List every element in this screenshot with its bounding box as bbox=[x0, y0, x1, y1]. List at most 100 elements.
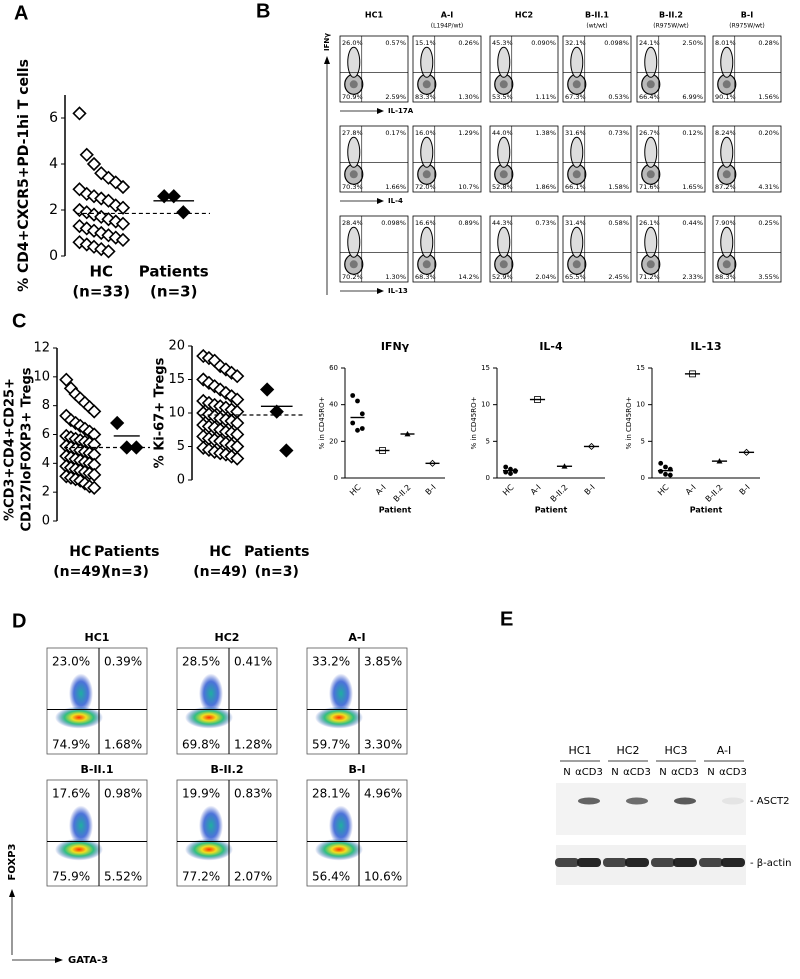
plot-title: HC2 bbox=[215, 631, 240, 644]
y-axis-label: % CD4+CXCR5+PD-1hi T cells bbox=[16, 59, 32, 292]
quadrant-value: 32.1% bbox=[565, 39, 586, 47]
quadrant-value: 2.04% bbox=[535, 273, 556, 281]
data-point bbox=[72, 106, 87, 121]
lane-label: N bbox=[611, 767, 618, 778]
quadrant-value: 1.65% bbox=[682, 183, 703, 191]
contour bbox=[644, 226, 658, 258]
quadrant-value: 70.3% bbox=[342, 183, 363, 191]
column-subtitle: (L194P/wt) bbox=[431, 23, 463, 30]
contour bbox=[349, 170, 358, 179]
quadrant-value: 67.3% bbox=[565, 93, 586, 101]
data-point bbox=[115, 179, 131, 195]
band bbox=[673, 858, 697, 867]
quadrant-value: 66.4% bbox=[639, 93, 660, 101]
group-label: HC3 bbox=[665, 744, 688, 757]
quadrant-value: 56.4% bbox=[312, 870, 350, 884]
data-point bbox=[663, 464, 668, 470]
column-title: A-I bbox=[441, 11, 454, 20]
data-point bbox=[176, 205, 191, 220]
quadrant-value: 1.38% bbox=[535, 129, 556, 137]
data-point bbox=[269, 404, 284, 419]
x-tick-label: HC bbox=[209, 544, 231, 560]
plot-title: B-II.1 bbox=[81, 763, 114, 776]
y-tick-label: 10 bbox=[636, 401, 645, 409]
data-point bbox=[230, 451, 245, 466]
data-point bbox=[87, 480, 102, 495]
y-axis-label: % in CD45RO+ bbox=[625, 396, 633, 449]
x-tick-label: Patients bbox=[94, 544, 159, 560]
data-point bbox=[279, 443, 294, 458]
data-point bbox=[86, 156, 102, 172]
x-tick-label: HC bbox=[89, 263, 113, 281]
quadrant-value: 28.1% bbox=[312, 787, 350, 801]
data-point bbox=[87, 404, 102, 419]
density bbox=[315, 706, 363, 729]
quadrant-value: 16.6% bbox=[415, 219, 436, 227]
category-note: (n=49) bbox=[193, 564, 247, 580]
lane-label: αCD3 bbox=[575, 767, 603, 778]
flow-plot bbox=[176, 779, 278, 887]
quadrant-value: 0.41% bbox=[234, 655, 272, 669]
contour bbox=[422, 170, 431, 179]
band bbox=[578, 797, 600, 805]
quadrant-value: 3.30% bbox=[364, 738, 402, 752]
quadrant-value: 0.17% bbox=[385, 129, 406, 137]
lane-label: αCD3 bbox=[719, 767, 747, 778]
quadrant-value: 0.25% bbox=[758, 219, 779, 227]
y-axis-label: %CD3+CD4+CD25+ bbox=[3, 378, 18, 521]
quadrant-value: 1.29% bbox=[458, 129, 479, 137]
column-title: B-II.1 bbox=[585, 11, 609, 20]
contour bbox=[497, 226, 511, 258]
quadrant-value: 59.7% bbox=[312, 738, 350, 752]
quadrant-value: 0.89% bbox=[458, 219, 479, 227]
density bbox=[69, 673, 93, 714]
x-axis-label: IL-17A bbox=[388, 107, 414, 115]
lane-label: N bbox=[563, 767, 570, 778]
group-label: HC1 bbox=[569, 744, 592, 757]
band bbox=[721, 858, 745, 867]
y-tick-label: 5 bbox=[177, 439, 185, 454]
quadrant-value: 1.30% bbox=[385, 273, 406, 281]
density bbox=[199, 805, 223, 846]
band bbox=[625, 858, 649, 867]
quadrant-value: 70.9% bbox=[342, 93, 363, 101]
y-tick-label: 10 bbox=[481, 401, 490, 409]
quadrant-value: 0.83% bbox=[234, 787, 272, 801]
panel-letter: E bbox=[500, 608, 513, 630]
y-axis-label: % in CD45RO+ bbox=[318, 396, 326, 449]
y-tick-label: 5 bbox=[641, 437, 645, 445]
data-point bbox=[115, 216, 131, 231]
y-tick-label: 5 bbox=[486, 437, 490, 445]
y-tick-label: 10 bbox=[168, 406, 185, 421]
data-point bbox=[663, 471, 668, 477]
contour bbox=[499, 80, 508, 89]
flow-plot bbox=[46, 779, 148, 887]
contour bbox=[347, 136, 361, 168]
column-title: HC1 bbox=[365, 11, 384, 20]
quadrant-value: 8.01% bbox=[715, 39, 736, 47]
contour bbox=[644, 136, 658, 168]
y-axis-label: FOXP3 bbox=[7, 843, 18, 880]
data-point bbox=[119, 440, 134, 455]
data-point bbox=[512, 469, 518, 474]
x-axis-label: GATA-3 bbox=[68, 955, 108, 966]
y-tick-label: 0 bbox=[486, 474, 490, 482]
quadrant-value: 68.3% bbox=[415, 273, 436, 281]
contour bbox=[420, 226, 434, 258]
y-tick-label: 2 bbox=[49, 202, 58, 218]
flow-plot bbox=[306, 647, 408, 755]
contour bbox=[720, 46, 734, 78]
quadrant-value: 90.1% bbox=[715, 93, 736, 101]
quadrant-value: 24.1% bbox=[639, 39, 660, 47]
contour bbox=[349, 80, 358, 89]
arrow-head bbox=[9, 889, 15, 897]
y-tick-label: 0 bbox=[177, 473, 185, 488]
data-point bbox=[110, 415, 125, 431]
blot-membrane bbox=[556, 783, 746, 835]
x-tick-label: HC bbox=[348, 483, 363, 498]
x-tick-label: B-II.2 bbox=[392, 483, 413, 504]
group-label: A-I bbox=[717, 744, 732, 757]
data-point bbox=[59, 372, 74, 387]
plot-title: HC1 bbox=[85, 631, 110, 644]
